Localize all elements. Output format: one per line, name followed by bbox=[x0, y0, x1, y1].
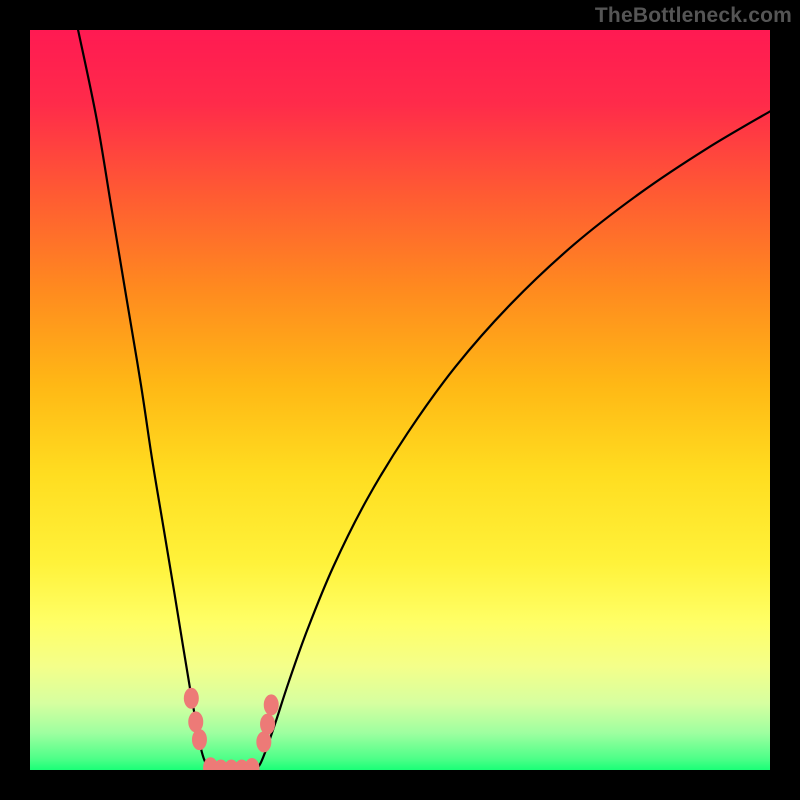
bottleneck-marker bbox=[192, 730, 206, 750]
bottleneck-marker bbox=[189, 712, 203, 732]
bottleneck-marker bbox=[257, 732, 271, 752]
bottleneck-marker bbox=[184, 688, 198, 708]
plot-area bbox=[30, 30, 770, 770]
bottleneck-marker bbox=[261, 714, 275, 734]
bottleneck-chart bbox=[30, 30, 770, 770]
watermark-text: TheBottleneck.com bbox=[595, 4, 792, 28]
chart-container: TheBottleneck.com bbox=[0, 0, 800, 800]
gradient-background bbox=[30, 30, 770, 770]
bottleneck-marker bbox=[264, 695, 278, 715]
